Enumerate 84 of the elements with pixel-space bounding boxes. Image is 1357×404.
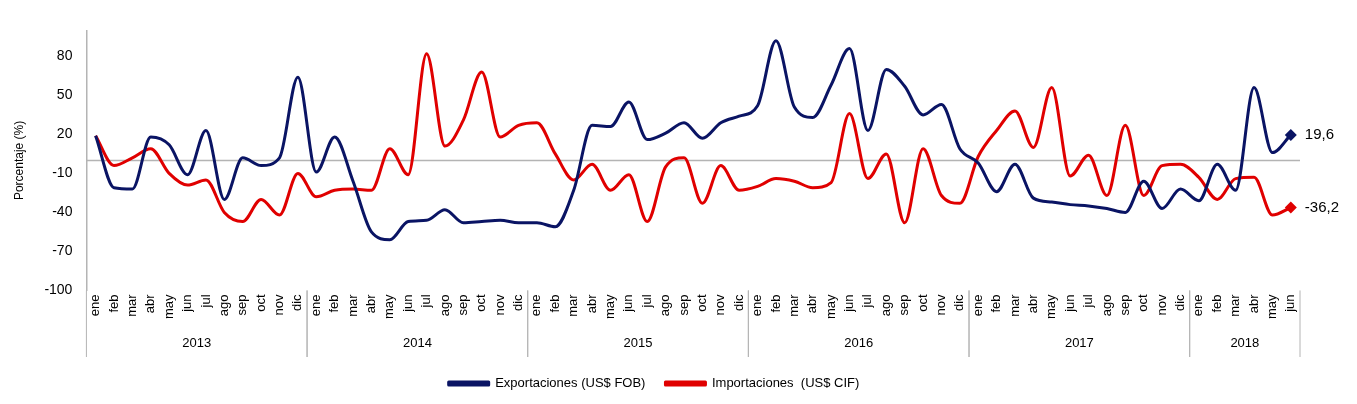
x-tick-label: jul: [859, 294, 875, 309]
x-tick-label: may: [381, 293, 397, 319]
x-tick-label: abr: [583, 293, 599, 314]
text: 2014: [402, 334, 432, 350]
x-tick-label: sep: [1116, 294, 1132, 316]
x-tick-label: jun: [399, 294, 415, 313]
x-tick-label: mar: [785, 293, 801, 317]
x-tick-label: ene: [1190, 294, 1206, 317]
x-tick-label: nov: [1153, 293, 1169, 316]
x-tick-label: mar: [1227, 293, 1243, 317]
x-tick-label: sep: [454, 294, 470, 316]
x-tick-label: dic: [1172, 293, 1188, 312]
y-tick-label: -70: [52, 242, 73, 259]
y-tick-label: 80: [56, 47, 73, 64]
x-tick-label: feb: [326, 294, 342, 313]
x-tick-label: jun: [620, 294, 636, 313]
x-tick-label: jun: [179, 294, 195, 313]
text: 2017: [1064, 334, 1094, 350]
x-tick-label: ago: [877, 294, 893, 317]
x-tick-label: may: [602, 293, 618, 319]
data-label: -36,2: [1304, 197, 1340, 215]
legend-label: Exportaciones (US$ FOB): [495, 375, 646, 391]
x-tick-label: ago: [215, 294, 231, 317]
text: 2015: [623, 334, 653, 350]
x-tick-label: abr: [142, 293, 158, 314]
x-tick-label: ene: [969, 294, 985, 317]
x-tick-label: dic: [951, 293, 967, 312]
text: 2013: [182, 334, 212, 350]
y-tick-label: 50: [56, 86, 73, 103]
text: 2016: [844, 334, 874, 350]
x-tick-label: ago: [436, 294, 452, 317]
x-tick-label: sep: [234, 294, 250, 316]
data-label: 19,6: [1304, 125, 1335, 143]
x-tick-label: ene: [749, 294, 765, 317]
x-tick-label: oct: [473, 294, 489, 312]
y-tick-label: 20: [56, 125, 73, 142]
x-tick-label: feb: [1208, 294, 1224, 313]
x-tick-label: ago: [1098, 294, 1114, 317]
x-tick-label: jul: [418, 294, 434, 309]
x-tick-label: jun: [1282, 294, 1298, 313]
x-tick-label: jun: [841, 294, 857, 313]
x-tick-label: may: [160, 293, 176, 319]
x-tick-label: abr: [1024, 293, 1040, 314]
x-tick-label: oct: [1135, 294, 1151, 312]
x-tick-label: mar: [123, 293, 139, 317]
x-tick-label: ago: [657, 294, 673, 317]
x-tick-label: sep: [675, 294, 691, 316]
x-tick-label: oct: [914, 294, 930, 312]
x-tick-label: sep: [896, 294, 912, 316]
x-tick-label: dic: [289, 293, 305, 312]
x-tick-label: jul: [638, 294, 654, 309]
x-tick-label: may: [1264, 293, 1279, 319]
x-tick-label: mar: [344, 293, 360, 317]
x-tick-label: dic: [510, 293, 526, 312]
y-tick-label: -100: [44, 281, 73, 298]
x-tick-label: ene: [307, 294, 323, 317]
x-tick-label: jun: [1061, 294, 1077, 313]
x-tick-label: nov: [271, 293, 287, 316]
y-tick-label: -40: [52, 203, 73, 220]
x-tick-label: abr: [1245, 293, 1261, 314]
x-tick-label: feb: [546, 294, 562, 313]
x-tick-label: feb: [988, 294, 1004, 313]
x-tick-label: nov: [491, 293, 507, 316]
x-tick-label: abr: [363, 293, 379, 314]
x-tick-label: may: [822, 293, 838, 319]
x-tick-label: jul: [197, 294, 213, 309]
legend-label: Importaciones (US$ CIF): [711, 375, 860, 391]
x-tick-label: nov: [712, 293, 728, 316]
x-tick-label: feb: [105, 294, 121, 313]
x-tick-label: jul: [1080, 294, 1096, 309]
x-tick-label: oct: [693, 294, 709, 312]
x-tick-label: feb: [767, 294, 783, 313]
y-axis-title: Porcentaje (%): [11, 120, 26, 201]
x-tick-label: ene: [87, 294, 103, 317]
text: 2018: [1230, 334, 1260, 350]
x-tick-label: oct: [252, 294, 268, 312]
x-tick-label: abr: [804, 293, 820, 314]
x-tick-label: nov: [933, 293, 949, 316]
x-tick-label: mar: [1006, 293, 1022, 317]
x-tick-label: dic: [730, 293, 746, 312]
y-tick-label: -10: [52, 164, 73, 181]
x-tick-label: mar: [565, 293, 581, 317]
x-tick-label: ene: [528, 294, 544, 317]
x-tick-label: may: [1043, 293, 1059, 319]
